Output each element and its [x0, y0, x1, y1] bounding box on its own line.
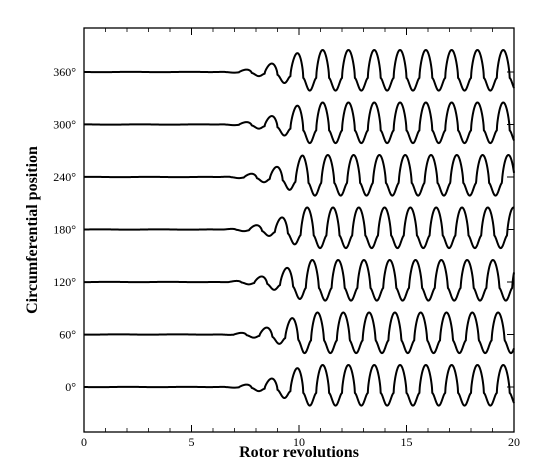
x-axis-title: Rotor revolutions [239, 444, 359, 461]
y-tick-label: 0° [65, 380, 76, 394]
trace-line [83, 206, 515, 250]
x-tick-label: 5 [189, 435, 195, 449]
traces [83, 49, 515, 407]
y-tick-label: 180° [53, 223, 76, 237]
trace-line [83, 259, 515, 302]
y-tick-label: 60° [59, 328, 76, 342]
x-tick-label: 15 [401, 435, 413, 449]
y-tick-label: 300° [53, 118, 76, 132]
x-tick-label: 20 [508, 435, 520, 449]
trace-line [83, 154, 515, 197]
y-tick-label: 240° [53, 170, 76, 184]
trace-line [83, 311, 515, 355]
y-tick-label: 360° [53, 65, 76, 79]
trace-line [83, 49, 515, 92]
x-tick-label: 10 [293, 435, 305, 449]
trace-line [83, 101, 515, 145]
x-axis-ticks: 0 5 10 15 20 [81, 28, 520, 449]
trace-line [83, 364, 515, 407]
y-axis-title: Circumferential position [24, 146, 41, 314]
x-tick-label: 0 [81, 435, 87, 449]
y-axis-ticks: 0° 60° 120° 180° 240° 300° 360° [53, 65, 514, 394]
y-tick-label: 120° [53, 275, 76, 289]
